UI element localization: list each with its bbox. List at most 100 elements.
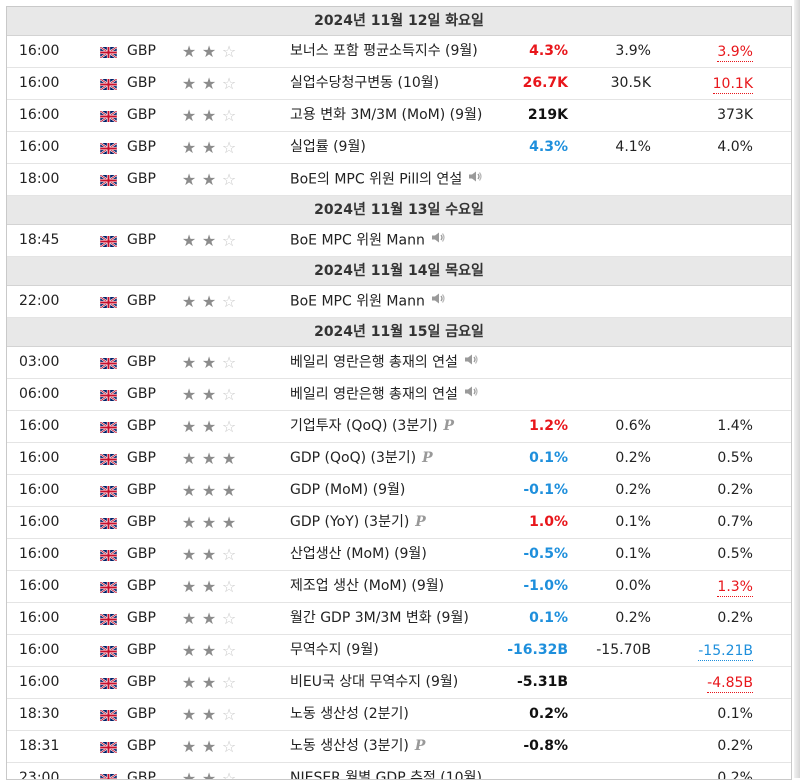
event-name[interactable]: 산업생산 (MoM) (9월) xyxy=(290,539,427,570)
event-row[interactable]: 16:00 GBP ★ ★ ☆ 고용 변화 3M/3M (MoM) (9월) 219K 373… xyxy=(7,100,791,132)
event-name[interactable]: 월간 GDP 3M/3M 변화 (9월) xyxy=(290,603,469,634)
event-name[interactable]: 무역수지 (9월) xyxy=(290,635,379,666)
event-row[interactable]: 16:00 GBP ★ ★ ☆ 실업수당청구변동 (10월) 26.7K 30.5K 10.1K xyxy=(7,68,791,100)
event-name[interactable]: NIESER 월별 GDP 추적 (10월) xyxy=(290,763,482,780)
preliminary-icon[interactable]: P xyxy=(414,738,426,754)
event-name-text[interactable]: GDP (QoQ) (3분기) xyxy=(290,450,417,466)
event-row[interactable]: 16:00 GBP ★ ★ ★ GDP (MoM) (9월) -0.1% 0.2% 0.2% xyxy=(7,475,791,507)
event-name-text[interactable]: NIESER 월별 GDP 추적 (10월) xyxy=(290,770,482,780)
event-row[interactable]: 16:00 GBP ★ ★ ☆ 월간 GDP 3M/3M 변화 (9월) 0.1% 0.2% 0… xyxy=(7,603,791,635)
event-row[interactable]: 18:30 GBP ★ ★ ☆ 노동 생산성 (2분기) 0.2% 0.1% xyxy=(7,699,791,731)
star-filled-icon: ★ xyxy=(181,769,197,780)
event-name-text[interactable]: BoE MPC 위원 Mann xyxy=(290,293,425,310)
event-name-text[interactable]: 기업투자 (QoQ) (3분기) xyxy=(290,418,438,434)
scrollbar-edge[interactable] xyxy=(794,0,800,778)
event-name[interactable]: 실업수당청구변동 (10월) xyxy=(290,68,439,99)
event-name[interactable]: GDP (MoM) (9월) xyxy=(290,475,405,506)
importance-stars: ★ ★ ☆ xyxy=(179,36,239,67)
event-name[interactable]: GDP (YoY) (3분기) P xyxy=(290,507,426,538)
event-name-text[interactable]: GDP (YoY) (3분기) xyxy=(290,514,410,530)
event-name-text[interactable]: 실업수당청구변동 (10월) xyxy=(290,75,440,91)
day-header: 2024년 11월 13일 수요일 xyxy=(7,196,791,225)
uk-flag-icon xyxy=(99,110,118,123)
event-row[interactable]: 16:00 GBP ★ ★ ☆ 보너스 포함 평균소득지수 (9월) 4.3% 3.9% 3.9… xyxy=(7,36,791,68)
event-name[interactable]: BoE MPC 위원 Mann xyxy=(290,286,446,317)
event-row[interactable]: 16:00 GBP ★ ★ ☆ 비EU국 상대 무역수지 (9월) -5.31B -4.85B xyxy=(7,667,791,699)
actual-value: -5.31B xyxy=(516,674,568,690)
event-time: 16:00 xyxy=(19,514,60,530)
event-name[interactable]: GDP (QoQ) (3분기) P xyxy=(290,443,433,474)
event-time: 16:00 xyxy=(19,642,60,658)
event-row[interactable]: 06:00 GBP ★ ★ ☆ 베일리 영란은행 총재의 연설 xyxy=(7,379,791,411)
uk-flag-icon xyxy=(99,296,118,309)
event-name-text[interactable]: 실업률 (9월) xyxy=(290,139,366,155)
event-row[interactable]: 18:45 GBP ★ ★ ☆ BoE MPC 위원 Mann xyxy=(7,225,791,257)
speaker-icon[interactable] xyxy=(464,347,479,378)
uk-flag-icon xyxy=(99,174,118,187)
event-name[interactable]: 보너스 포함 평균소득지수 (9월) xyxy=(290,36,478,67)
star-filled-icon: ★ xyxy=(201,292,217,311)
importance-stars: ★ ★ ☆ xyxy=(179,379,239,410)
previous-value: 0.2% xyxy=(717,610,753,626)
event-name[interactable]: 노동 생산성 (2분기) xyxy=(290,699,409,730)
event-row[interactable]: 23:00 GBP ★ ★ ☆ NIESER 월별 GDP 추적 (10월) 0.2% xyxy=(7,763,791,780)
event-name-text[interactable]: 산업생산 (MoM) (9월) xyxy=(290,546,427,562)
event-row[interactable]: 18:31 GBP ★ ★ ☆ 노동 생산성 (3분기) P -0.8% 0.2% xyxy=(7,731,791,763)
uk-flag-icon xyxy=(99,613,118,626)
importance-stars: ★ ★ ☆ xyxy=(179,667,239,698)
event-name-text[interactable]: 베일리 영란은행 총재의 연설 xyxy=(290,354,458,371)
event-row[interactable]: 16:00 GBP ★ ★ ☆ 기업투자 (QoQ) (3분기) P 1.2% 0.6% 1.4% xyxy=(7,411,791,443)
preliminary-icon[interactable]: P xyxy=(443,418,455,434)
event-name[interactable]: 기업투자 (QoQ) (3분기) P xyxy=(290,411,454,442)
event-name-text[interactable]: BoE MPC 위원 Mann xyxy=(290,232,425,249)
event-name[interactable]: BoE MPC 위원 Mann xyxy=(290,225,446,256)
actual-value: 0.1% xyxy=(529,610,568,626)
star-filled-icon: ★ xyxy=(181,106,197,125)
event-name-text[interactable]: 제조업 생산 (MoM) (9월) xyxy=(290,578,445,594)
preliminary-icon[interactable]: P xyxy=(415,514,426,530)
event-row[interactable]: 16:00 GBP ★ ★ ☆ 무역수지 (9월) -16.32B -15.70B -15.21… xyxy=(7,635,791,667)
event-row[interactable]: 18:00 GBP ★ ★ ☆ BoE의 MPC 위원 Pill의 연설 xyxy=(7,164,791,196)
uk-flag-icon xyxy=(99,485,118,498)
currency-code: GBP xyxy=(127,770,156,780)
event-name[interactable]: 비EU국 상대 무역수지 (9월) xyxy=(290,667,458,698)
previous-value: 0.5% xyxy=(717,546,753,562)
forecast-value: 3.9% xyxy=(615,43,651,59)
event-row[interactable]: 16:00 GBP ★ ★ ★ GDP (QoQ) (3분기) P 0.1% 0.2% 0.5% xyxy=(7,443,791,475)
event-name[interactable]: 베일리 영란은행 총재의 연설 xyxy=(290,379,479,410)
event-name-text[interactable]: BoE의 MPC 위원 Pill의 연설 xyxy=(290,171,463,188)
event-row[interactable]: 16:00 GBP ★ ★ ☆ 제조업 생산 (MoM) (9월) -1.0% 0.0% 1.3… xyxy=(7,571,791,603)
preliminary-icon[interactable]: P xyxy=(422,450,433,466)
event-name-text[interactable]: 베일리 영란은행 총재의 연설 xyxy=(290,386,458,403)
event-row[interactable]: 22:00 GBP ★ ★ ☆ BoE MPC 위원 Mann xyxy=(7,286,791,318)
event-row[interactable]: 03:00 GBP ★ ★ ☆ 베일리 영란은행 총재의 연설 xyxy=(7,347,791,379)
currency-code: GBP xyxy=(127,482,156,498)
event-name-text[interactable]: GDP (MoM) (9월) xyxy=(290,482,406,498)
event-name-text[interactable]: 고용 변화 3M/3M (MoM) (9월) xyxy=(290,107,483,123)
event-name-text[interactable]: 노동 생산성 (3분기) xyxy=(290,738,409,754)
event-name[interactable]: 실업률 (9월) xyxy=(290,132,366,163)
event-name-text[interactable]: 비EU국 상대 무역수지 (9월) xyxy=(290,674,459,690)
importance-stars: ★ ★ ☆ xyxy=(179,68,239,99)
event-row[interactable]: 16:00 GBP ★ ★ ★ GDP (YoY) (3분기) P 1.0% 0.1% 0.7% xyxy=(7,507,791,539)
event-name-text[interactable]: 월간 GDP 3M/3M 변화 (9월) xyxy=(290,610,469,626)
importance-stars: ★ ★ ☆ xyxy=(179,635,239,666)
event-name-text[interactable]: 무역수지 (9월) xyxy=(290,642,379,658)
actual-value: -0.1% xyxy=(523,482,568,498)
speaker-icon[interactable] xyxy=(464,379,479,410)
speaker-icon[interactable] xyxy=(431,286,446,317)
event-name[interactable]: BoE의 MPC 위원 Pill의 연설 xyxy=(290,164,483,195)
event-name[interactable]: 베일리 영란은행 총재의 연설 xyxy=(290,347,479,378)
event-row[interactable]: 16:00 GBP ★ ★ ☆ 실업률 (9월) 4.3% 4.1% 4.0% xyxy=(7,132,791,164)
event-time: 16:00 xyxy=(19,578,60,594)
event-name[interactable]: 고용 변화 3M/3M (MoM) (9월) xyxy=(290,100,482,131)
star-filled-icon: ★ xyxy=(181,170,197,189)
speaker-icon[interactable] xyxy=(431,225,446,256)
speaker-icon[interactable] xyxy=(468,164,483,195)
event-row[interactable]: 16:00 GBP ★ ★ ☆ 산업생산 (MoM) (9월) -0.5% 0.1% 0.5% xyxy=(7,539,791,571)
event-name[interactable]: 노동 생산성 (3분기) P xyxy=(290,731,425,762)
event-name-text[interactable]: 보너스 포함 평균소득지수 (9월) xyxy=(290,43,478,59)
event-name-text[interactable]: 노동 생산성 (2분기) xyxy=(290,706,409,722)
event-name[interactable]: 제조업 생산 (MoM) (9월) xyxy=(290,571,444,602)
uk-flag-icon xyxy=(99,709,118,722)
